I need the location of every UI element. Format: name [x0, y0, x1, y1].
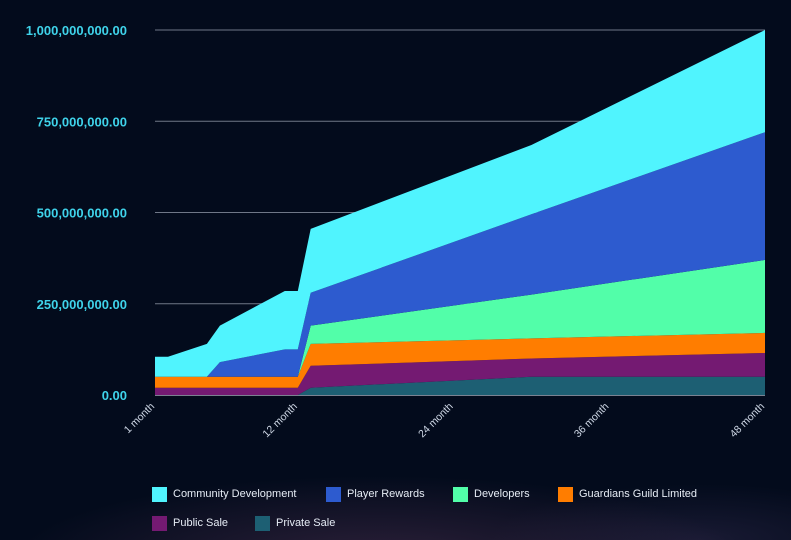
legend-swatch — [152, 486, 167, 502]
legend-swatch — [453, 486, 468, 502]
legend-label: Developers — [474, 488, 530, 500]
area-private-sale — [155, 376, 765, 395]
area-player-rewards — [155, 132, 765, 377]
legend-item-public-sale[interactable]: Public Sale — [152, 515, 255, 531]
x-tick-label: 48 month — [728, 401, 768, 441]
legend-item-community-development[interactable]: Community Development — [152, 486, 326, 502]
legend-swatch — [326, 486, 341, 502]
y-tick-label: 1,000,000,000.00 — [26, 23, 127, 38]
stacked-area-chart: 0.00 250,000,000.00 500,000,000.00 750,000,… — [26, 23, 768, 441]
legend-label: Public Sale — [173, 517, 229, 529]
area-guardians-guild-limited — [155, 332, 765, 388]
area-public-sale — [155, 353, 765, 395]
legend-item-private-sale[interactable]: Private Sale — [255, 515, 375, 531]
legend-row-1: Community Development Player Rewards Dev… — [152, 484, 752, 504]
x-tick-label: 12 month — [260, 401, 300, 441]
y-tick-label: 500,000,000.00 — [37, 206, 127, 221]
area-developers — [155, 259, 765, 377]
legend-swatch — [558, 486, 573, 502]
y-tick-label: 250,000,000.00 — [37, 297, 127, 312]
area-community-development — [155, 30, 765, 377]
legend-label: Private Sale — [276, 517, 336, 529]
y-tick-label: 0.00 — [102, 388, 127, 403]
x-tick-label: 24 month — [416, 401, 456, 441]
legend-swatch — [255, 515, 270, 531]
legend-swatch — [152, 515, 167, 531]
legend-item-developers[interactable]: Developers — [453, 486, 558, 502]
legend-item-guardians-guild-limited[interactable]: Guardians Guild Limited — [558, 486, 728, 502]
legend-label: Player Rewards — [347, 488, 425, 500]
x-tick-label: 36 month — [572, 401, 612, 441]
legend-row-2: Public Sale Private Sale — [152, 513, 752, 533]
legend-item-player-rewards[interactable]: Player Rewards — [326, 486, 453, 502]
legend: Community Development Player Rewards Dev… — [152, 484, 752, 540]
legend-label: Community Development — [173, 488, 297, 500]
y-tick-label: 750,000,000.00 — [37, 114, 127, 129]
legend-label: Guardians Guild Limited — [579, 488, 698, 500]
x-tick-label: 1 month — [122, 401, 157, 436]
